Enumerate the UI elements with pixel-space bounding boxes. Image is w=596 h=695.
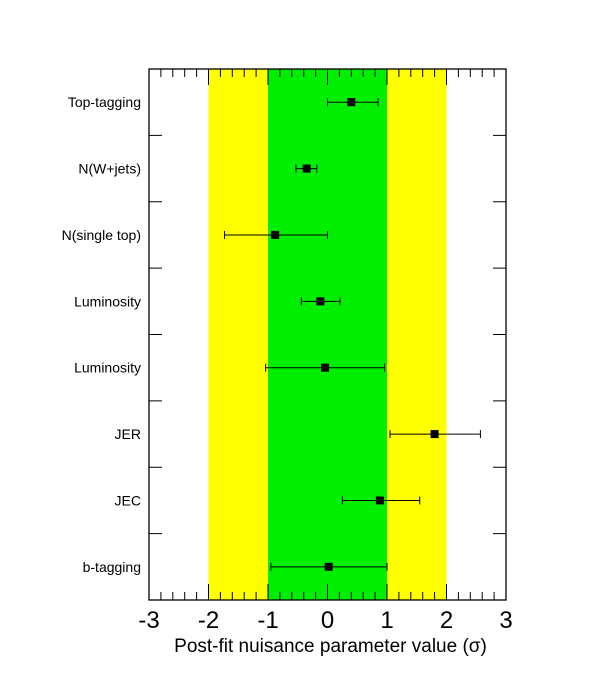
category-label: Top-tagging — [68, 94, 141, 110]
x-tick-label: 0 — [321, 607, 334, 634]
x-tick-label: -3 — [138, 607, 159, 634]
x-tick-label: 2 — [440, 607, 453, 634]
points-layer — [224, 98, 481, 571]
sigma-band-2 — [268, 69, 387, 600]
category-label: JER — [115, 426, 141, 442]
bands-layer — [208, 69, 447, 600]
x-tick-label: 3 — [499, 607, 512, 634]
data-point-marker — [375, 496, 384, 505]
plot-frame — [148, 68, 507, 601]
data-point-marker — [347, 98, 356, 107]
data-point-marker — [302, 164, 311, 173]
category-label: JEC — [115, 492, 141, 508]
data-point-marker — [324, 562, 333, 571]
x-tick-label: -2 — [198, 607, 219, 634]
category-label: Luminosity — [74, 360, 141, 376]
data-point-marker — [271, 230, 280, 239]
x-axis-title: Post-fit nuisance parameter value (σ) — [174, 636, 487, 657]
category-label: b-tagging — [83, 559, 141, 575]
x-tick-label: -1 — [257, 607, 278, 634]
data-point-marker — [321, 363, 330, 372]
category-label: N(single top) — [62, 227, 141, 243]
category-label: Luminosity — [74, 293, 141, 309]
data-point-marker — [316, 297, 325, 306]
labels-layer: -3 -2 -1 0 1 2 3 Top-tagging N(W+jets) N(single t… — [62, 94, 513, 634]
category-label: N(W+jets) — [78, 161, 141, 177]
x-tick-label: 1 — [380, 607, 393, 634]
ticks-layer — [148, 69, 507, 600]
data-point-marker — [430, 430, 439, 439]
